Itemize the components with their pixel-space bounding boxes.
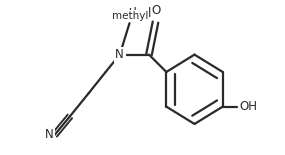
Text: N: N bbox=[45, 128, 54, 141]
Text: O: O bbox=[151, 4, 160, 17]
Text: methyl: methyl bbox=[111, 7, 152, 20]
Text: OH: OH bbox=[239, 100, 257, 113]
Text: N: N bbox=[115, 48, 124, 61]
Text: methyl: methyl bbox=[112, 11, 149, 21]
